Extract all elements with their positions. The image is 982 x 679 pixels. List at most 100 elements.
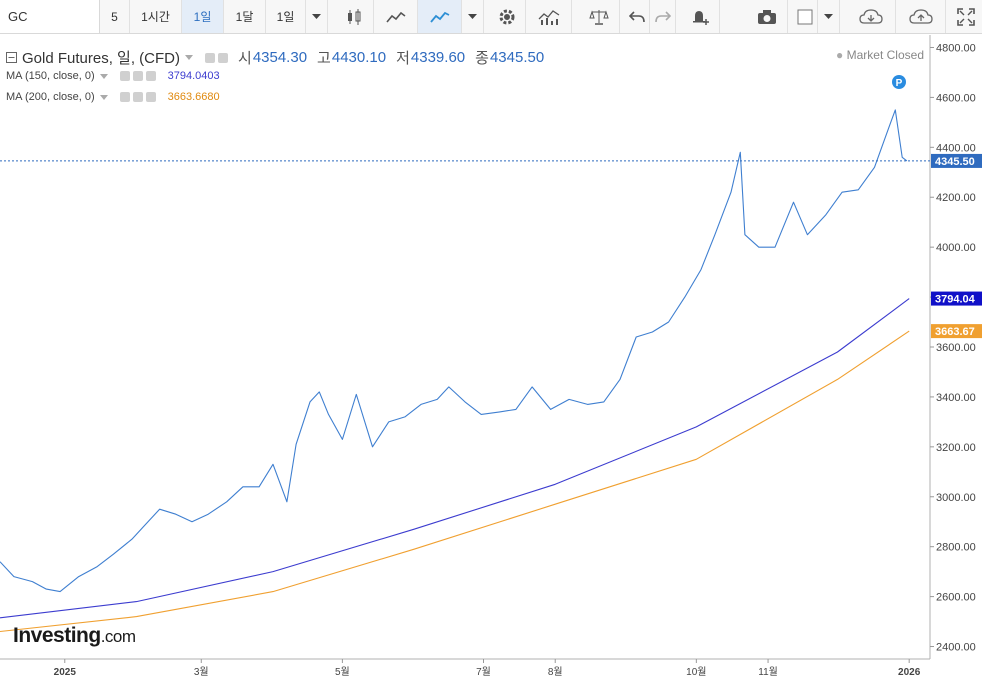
- chevron-down-icon[interactable]: [185, 55, 193, 60]
- p-marker-circle: [892, 75, 906, 89]
- x-tick-label: 7월: [476, 666, 491, 678]
- interval-1d-button[interactable]: 1일: [182, 0, 224, 33]
- color-box-button[interactable]: [792, 0, 818, 33]
- legend-ma200: MA (200, close, 0) 3663.6680: [6, 91, 220, 103]
- color-box-icon: [797, 9, 812, 24]
- ma200-price-tag-label: 3663.67: [935, 326, 975, 338]
- y-tick-label: 4000.00: [936, 242, 976, 254]
- ma150-line: [0, 298, 910, 619]
- settings-button[interactable]: [488, 0, 526, 33]
- alert-button[interactable]: [680, 0, 720, 33]
- gear-icon[interactable]: [132, 92, 143, 102]
- interval-1d-alt-button[interactable]: 1일: [266, 0, 306, 33]
- fullscreen-button[interactable]: [950, 0, 982, 33]
- interval-1mo-button[interactable]: 1달: [224, 0, 266, 33]
- color-dropdown[interactable]: [818, 0, 840, 33]
- ma150-price-tag-label: 3794.04: [935, 294, 976, 306]
- close-value: 4345.50: [489, 49, 545, 66]
- undo-button[interactable]: [624, 0, 650, 33]
- y-tick-label: 3600.00: [936, 342, 976, 354]
- chart-area[interactable]: 2400.00 2600.00 2800.00 3000.00 3200.00 3400.…: [0, 35, 982, 679]
- ma200-label: MA (200, close, 0): [6, 91, 95, 103]
- area-chart-button[interactable]: [374, 0, 418, 33]
- settings-icon: [499, 9, 514, 24]
- screenshot-button[interactable]: [746, 0, 788, 33]
- chevron-down-icon: [312, 13, 321, 19]
- investing-logo: Investing.com: [13, 624, 136, 648]
- y-tick-label: 2600.00: [936, 592, 976, 604]
- camera-icon: [757, 9, 776, 24]
- x-tick-label: 5월: [335, 666, 350, 678]
- open-value: 4354.30: [252, 49, 308, 66]
- price-line: [0, 109, 908, 593]
- x-tick-label: 11월: [758, 666, 778, 678]
- y-tick-label: 4400.00: [936, 142, 976, 154]
- ma150-label: MA (150, close, 0): [6, 70, 95, 82]
- candlestick-icon: [347, 8, 360, 25]
- ma200-price-tag-bg: [931, 324, 982, 339]
- chevron-down-icon[interactable]: [99, 94, 108, 100]
- y-tick-label: 3200.00: [936, 442, 976, 454]
- y-tick-label: 3400.00: [936, 392, 976, 404]
- x-tick-label: 2026: [898, 667, 921, 678]
- indicators-button[interactable]: [526, 0, 572, 33]
- open-label: 시: [238, 50, 252, 67]
- status-dot-icon: ●: [836, 48, 844, 62]
- undo-icon: [628, 10, 645, 22]
- legend-ma150: MA (150, close, 0) 3794.0403: [6, 70, 220, 82]
- gear-icon[interactable]: [132, 71, 143, 81]
- close-price-tag: 4345.50: [931, 153, 982, 168]
- fullscreen-icon: [957, 7, 975, 26]
- interval-dropdown[interactable]: [306, 0, 328, 33]
- candlestick-button[interactable]: [334, 0, 374, 33]
- x-tick-label: 2025: [54, 667, 77, 678]
- ma200-price-tag: 3663.67: [931, 324, 982, 339]
- x-tick-label: 3월: [194, 666, 209, 678]
- chart-type-dropdown[interactable]: [462, 0, 484, 33]
- y-tick-label: 2400.00: [936, 642, 976, 654]
- close-icon[interactable]: [145, 71, 156, 81]
- collapse-icon[interactable]: [6, 52, 17, 63]
- logo-name: Investing: [13, 624, 101, 647]
- redo-icon: [654, 10, 671, 22]
- chevron-down-icon[interactable]: [99, 73, 108, 79]
- chevron-down-icon: [824, 13, 833, 19]
- ma150-price-tag: 3794.04: [931, 291, 982, 306]
- legend-main: Gold Futures, 일, (CFD) 시 4354.30 고 4430.…: [6, 47, 544, 68]
- eye-icon[interactable]: [205, 52, 215, 63]
- y-tick-label: 4200.00: [936, 192, 976, 204]
- ma150-price-tag-bg: [931, 291, 982, 306]
- eye-icon[interactable]: [119, 92, 130, 102]
- market-status: ● Market Closed: [836, 48, 924, 62]
- line-chart-button[interactable]: [418, 0, 462, 33]
- eye-icon[interactable]: [119, 71, 130, 81]
- p-marker-icon: P: [892, 75, 906, 89]
- close-price-tag-label: 4345.50: [935, 156, 975, 168]
- price-chart[interactable]: 2400.00 2600.00 2800.00 3000.00 3200.00 3400.…: [0, 35, 982, 679]
- close-icon[interactable]: [145, 92, 156, 102]
- high-value: 4430.10: [331, 49, 387, 66]
- interval-value-button[interactable]: 5: [100, 0, 130, 33]
- interval-1h-button[interactable]: 1시간: [130, 0, 182, 33]
- low-label: 저: [396, 50, 410, 67]
- ma200-line: [0, 330, 910, 633]
- ma150-value: 3794.0403: [167, 70, 220, 82]
- compare-icon: [588, 9, 609, 25]
- logo-suffix: .com: [100, 627, 136, 646]
- close-price-tag-bg: [931, 153, 982, 168]
- y-tick-label: 4600.00: [936, 92, 976, 104]
- symbol-input[interactable]: GC: [0, 0, 100, 33]
- indicators-icon: [538, 9, 559, 25]
- chevron-down-icon: [468, 13, 477, 19]
- line-chart-icon: [429, 11, 449, 23]
- y-tick-label: 4800.00: [936, 42, 976, 54]
- high-label: 고: [317, 50, 331, 67]
- redo-button[interactable]: [650, 0, 676, 33]
- cloud-upload-button[interactable]: [896, 0, 946, 33]
- p-marker-letter: P: [896, 78, 903, 89]
- gear-icon[interactable]: [218, 52, 228, 63]
- ma200-value: 3663.6680: [167, 91, 220, 103]
- cloud-download-button[interactable]: [846, 0, 896, 33]
- close-label: 종: [475, 50, 489, 67]
- compare-button[interactable]: [578, 0, 620, 33]
